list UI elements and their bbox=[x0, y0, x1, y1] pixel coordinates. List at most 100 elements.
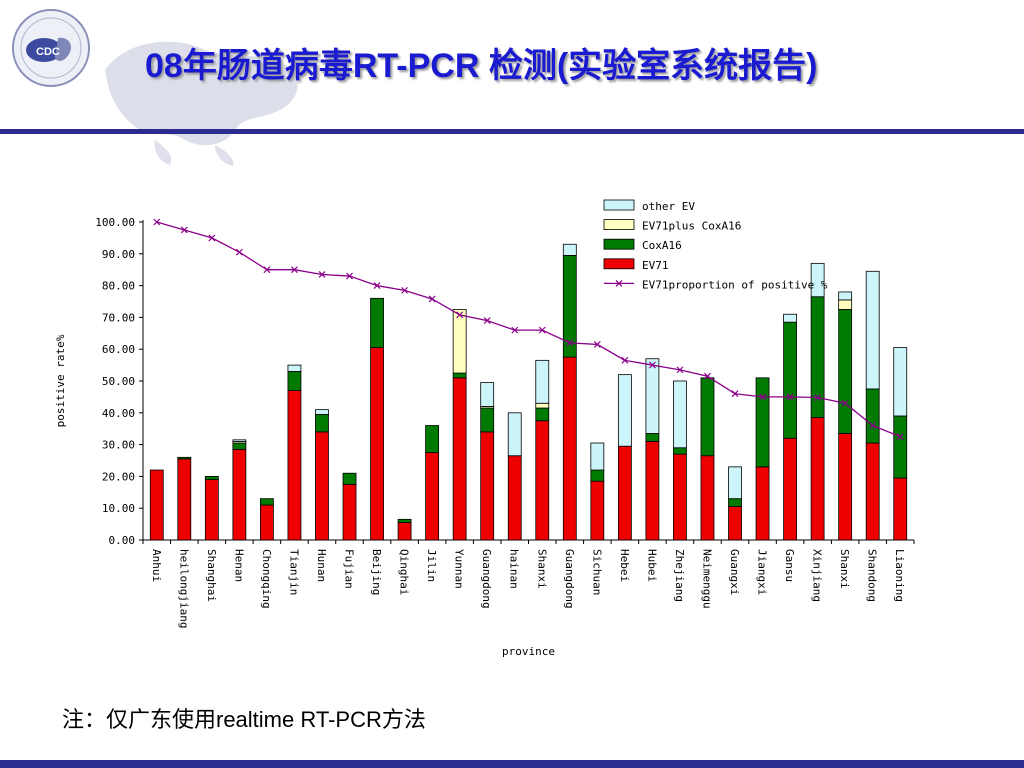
bar-segment-ev71plus-coxa16 bbox=[452, 309, 467, 374]
bar-segment-other-ev bbox=[865, 270, 880, 390]
bar-segment-coxa16 bbox=[728, 498, 742, 508]
marker-stroke bbox=[704, 372, 711, 380]
x-category-label: Chongqing bbox=[260, 549, 273, 609]
line-point-marker bbox=[263, 266, 271, 274]
x-category-label: Jilin bbox=[425, 549, 438, 582]
y-tick-label: 80.00 bbox=[102, 280, 135, 293]
bar-segment-coxa16 bbox=[425, 425, 440, 453]
bar-segment-coxa16 bbox=[342, 472, 357, 485]
x-category-label: Jiangxi bbox=[756, 549, 769, 595]
bar-segment-other-ev bbox=[893, 347, 908, 417]
line-point-marker bbox=[593, 341, 601, 348]
line-point-marker bbox=[235, 248, 243, 256]
x-category-label: Hunan bbox=[315, 549, 328, 582]
x-category-label: Liaoning bbox=[893, 549, 906, 602]
bar-segment-ev71plus-coxa16 bbox=[838, 299, 853, 310]
y-tick-label: 20.00 bbox=[102, 470, 135, 483]
bar-segment-ev71 bbox=[700, 455, 715, 541]
bar-segment-coxa16 bbox=[865, 388, 880, 444]
line-point-marker bbox=[814, 394, 822, 401]
bar-segment-ev71 bbox=[260, 504, 274, 541]
line-point-marker bbox=[538, 326, 546, 334]
bar-segment-other-ev bbox=[480, 382, 495, 407]
bar-segment-other-ev bbox=[232, 439, 247, 442]
bar-segment-other-ev bbox=[562, 243, 577, 256]
x-category-label: Beijing bbox=[370, 549, 383, 595]
bar-segment-ev71 bbox=[370, 347, 384, 541]
line-point-marker bbox=[841, 399, 849, 407]
x-axis-title: province bbox=[502, 645, 555, 658]
legend-swatch bbox=[603, 199, 635, 211]
line-point-marker bbox=[759, 393, 766, 401]
y-tick-label: 10.00 bbox=[102, 502, 135, 515]
x-category-label: Guangdong bbox=[480, 549, 493, 609]
footnote: 注：仅广东使用realtime RT-PCR方法 bbox=[62, 707, 426, 732]
bar-segment-coxa16 bbox=[562, 254, 577, 358]
line-point-marker bbox=[428, 295, 436, 303]
bar-segment-coxa16 bbox=[452, 372, 467, 379]
x-category-label: Hebei bbox=[618, 549, 631, 582]
x-category-label: Fujian bbox=[343, 549, 356, 589]
bar-segment-coxa16 bbox=[204, 475, 219, 480]
marker-stroke bbox=[814, 394, 822, 401]
legend: other EV EV71plus CoxA16 CoxA16 EV71 EV71pro… bbox=[603, 199, 828, 291]
marker-stroke bbox=[208, 234, 216, 242]
bar-segment-coxa16 bbox=[673, 447, 687, 455]
bar-segment-coxa16 bbox=[590, 469, 605, 482]
line-point-marker bbox=[180, 226, 188, 234]
line-point-marker bbox=[346, 272, 353, 280]
line-series-group bbox=[153, 218, 904, 441]
y-axis-title: positive rate% bbox=[54, 334, 67, 427]
bar-segment-coxa16 bbox=[810, 296, 825, 418]
marker-stroke bbox=[483, 317, 491, 325]
marker-stroke bbox=[869, 422, 877, 429]
marker-stroke bbox=[593, 341, 601, 348]
x-category-label: hainan bbox=[508, 549, 521, 589]
bar-segment-coxa16 bbox=[397, 518, 412, 523]
legend-swatch bbox=[603, 258, 635, 270]
bar-segment-ev71 bbox=[590, 480, 605, 541]
line-point-marker bbox=[676, 366, 684, 374]
x-category-label: Anhui bbox=[150, 549, 163, 582]
bar-segment-coxa16 bbox=[260, 498, 274, 506]
axes-group bbox=[139, 220, 915, 544]
bar-segment-ev71 bbox=[287, 390, 302, 541]
bar-segment-ev71 bbox=[535, 420, 550, 541]
labels-group: 0.00 10.00 20.00 30.00 40.00 50.00 60.00 70.00 8… bbox=[54, 216, 906, 658]
marker-stroke bbox=[511, 326, 519, 334]
marker-stroke bbox=[318, 271, 326, 278]
line-point-marker bbox=[648, 361, 656, 369]
bar-segment-other-ev bbox=[315, 409, 329, 415]
bar-segment-coxa16 bbox=[177, 456, 192, 460]
x-category-label: Shanghai bbox=[205, 549, 218, 602]
line-point-marker bbox=[373, 282, 381, 290]
marker-stroke bbox=[428, 295, 436, 303]
line-series-path bbox=[156, 221, 901, 438]
marker-stroke bbox=[648, 361, 656, 369]
y-tick-label: 60.00 bbox=[102, 343, 135, 356]
marker-stroke bbox=[841, 399, 849, 407]
bar-segment-ev71plus-coxa16 bbox=[535, 402, 550, 409]
stacked-bar-chart: 0.00 10.00 20.00 30.00 40.00 50.00 60.00 70.00 8… bbox=[54, 199, 915, 658]
line-point-marker bbox=[318, 271, 326, 278]
logo-text: CDC bbox=[36, 46, 60, 58]
y-tick-label: 0.00 bbox=[109, 534, 136, 547]
line-point-marker bbox=[511, 326, 519, 334]
line-point-marker bbox=[208, 234, 216, 242]
header-rule bbox=[0, 129, 1024, 134]
x-category-label: Shanxi bbox=[535, 549, 548, 589]
bar-segment-coxa16 bbox=[755, 377, 770, 468]
bar-segment-other-ev bbox=[507, 412, 522, 457]
line-point-marker bbox=[786, 393, 794, 401]
marker-stroke bbox=[180, 226, 188, 234]
bar-segment-ev71 bbox=[562, 356, 577, 541]
bar-segment-ev71 bbox=[480, 431, 495, 541]
bar-segment-other-ev bbox=[590, 442, 605, 471]
legend-label: EV71proportion of positive % bbox=[642, 278, 828, 291]
y-tick-label: 90.00 bbox=[102, 248, 135, 261]
bar-segment-other-ev bbox=[783, 313, 797, 323]
line-point-marker bbox=[704, 372, 711, 380]
bar-segment-coxa16 bbox=[838, 309, 853, 434]
line-point-marker bbox=[291, 266, 298, 274]
marker-stroke bbox=[538, 326, 546, 334]
